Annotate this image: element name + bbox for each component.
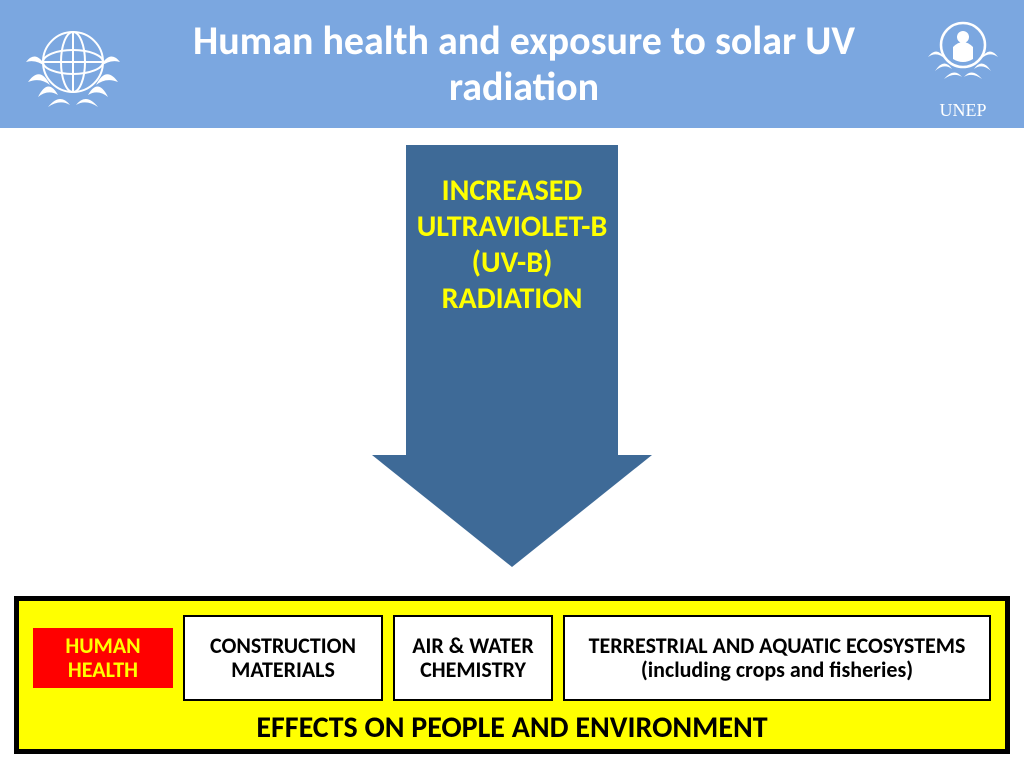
effect-box-human-health: HUMAN HEALTH [33, 628, 173, 688]
effects-footer-text: EFFECTS ON PEOPLE AND ENVIRONMENT [33, 709, 991, 746]
effect-box-air-water: AIR & WATER CHEMISTRY [393, 615, 553, 701]
arrow-text: INCREASED ULTRAVIOLET-B (UV-B) RADIATION [406, 173, 618, 317]
effect-box-construction: CONSTRUCTION MATERIALS [183, 615, 383, 701]
arrow-shaft: INCREASED ULTRAVIOLET-B (UV-B) RADIATION [406, 145, 618, 455]
arrow-head-icon [372, 455, 652, 567]
unep-logo-icon: UNEP [920, 7, 1006, 121]
down-arrow: INCREASED ULTRAVIOLET-B (UV-B) RADIATION [372, 145, 652, 575]
unep-label: UNEP [920, 100, 1006, 121]
effect-box-ecosystems: TERRESTRIAL AND AQUATIC ECOSYSTEMS(inclu… [563, 615, 991, 701]
effect-box-ecosystems-label: TERRESTRIAL AND AQUATIC ECOSYSTEMS(inclu… [589, 634, 966, 682]
effects-boxes-row: HUMAN HEALTH CONSTRUCTION MATERIALS AIR … [33, 615, 991, 701]
effects-panel: HUMAN HEALTH CONSTRUCTION MATERIALS AIR … [14, 596, 1010, 754]
header-bar: Human health and exposure to solar UV ra… [0, 0, 1024, 128]
un-logo-icon [18, 7, 128, 122]
page-title: Human health and exposure to solar UV ra… [128, 18, 920, 110]
